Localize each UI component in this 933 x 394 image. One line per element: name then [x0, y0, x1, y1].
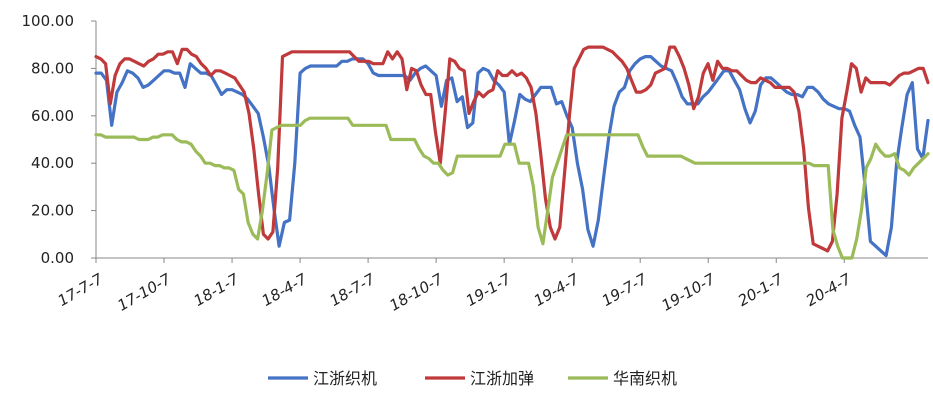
series-line-2 [94, 116, 930, 260]
y-tick-label: 80.00 [31, 59, 74, 77]
x-tick-label: 18-7-7 [327, 270, 379, 310]
x-tick-label: 17-10-7 [114, 270, 174, 315]
x-tick-label: 19-4-7 [531, 270, 583, 310]
x-tick-label: 20-4-7 [803, 270, 855, 310]
x-tick-label: 19-10-7 [659, 270, 719, 315]
legend: 江浙织机 江浙加弹 华南织机 [268, 369, 677, 388]
legend-label-2: 华南织机 [613, 369, 677, 388]
legend-label-0: 江浙织机 [313, 369, 377, 388]
y-tick-label: 100.00 [22, 12, 75, 30]
x-tick-label: 19-1-7 [463, 270, 515, 310]
y-axis: 0.00 20.00 40.00 60.00 80.00 100.00 [22, 12, 97, 267]
x-tick-label: 17-7-7 [55, 270, 107, 310]
series-line-1 [94, 45, 930, 253]
series-line-0 [94, 54, 930, 258]
y-tick-label: 40.00 [31, 154, 74, 172]
x-tick-label: 19-7-7 [599, 270, 651, 310]
y-tick-label: 60.00 [31, 107, 74, 125]
x-tick-label: 18-10-7 [386, 270, 446, 315]
series-lines [94, 45, 930, 260]
x-axis: 17-7-7 17-10-7 18-1-7 18-4-7 18-7-7 18-10-7 19… [55, 257, 928, 315]
y-tick-label: 0.00 [41, 249, 74, 267]
x-tick-label: 20-1-7 [735, 270, 787, 310]
y-tick-label: 20.00 [31, 202, 74, 220]
x-tick-label: 18-1-7 [191, 270, 243, 310]
x-tick-label: 18-4-7 [259, 270, 311, 310]
legend-label-1: 江浙加弹 [470, 369, 534, 388]
